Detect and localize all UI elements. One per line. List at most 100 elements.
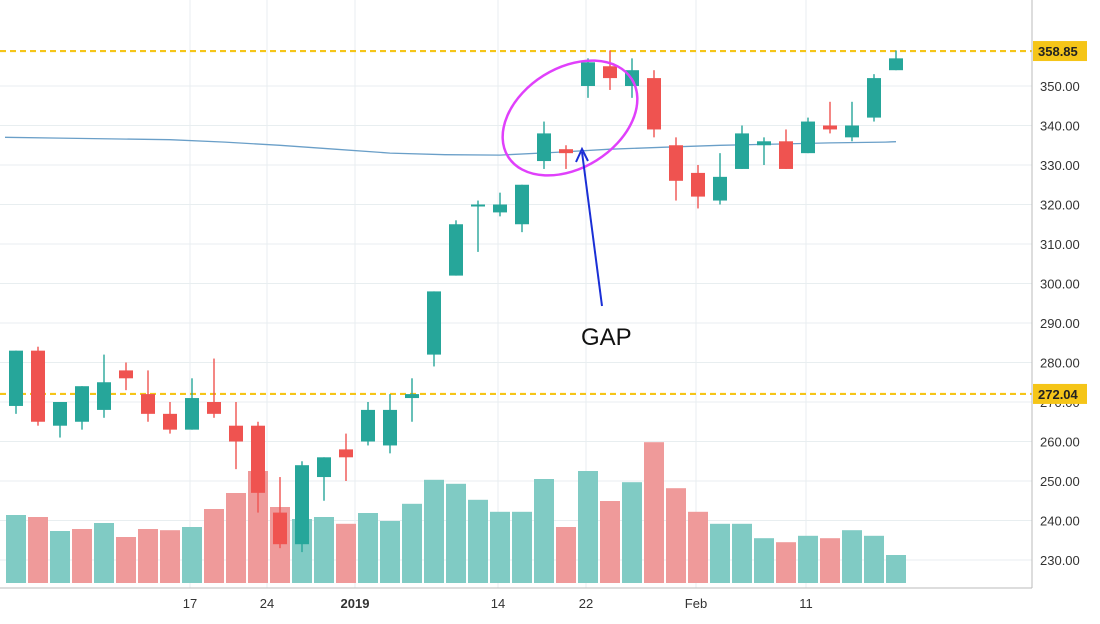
- candle: [9, 350, 23, 414]
- volume-bar: [754, 538, 774, 583]
- candle-body: [669, 145, 683, 181]
- volume-bar: [688, 511, 708, 583]
- x-tick-labels: 17 24 2019 14 22 Feb 11: [183, 596, 813, 611]
- candle-body: [251, 425, 265, 493]
- candle-body: [31, 350, 45, 422]
- candle-body: [405, 394, 419, 399]
- y-tick-label: 230.00: [1040, 553, 1080, 568]
- candle-body: [163, 413, 177, 430]
- volume-bar: [820, 538, 840, 583]
- candle-body: [295, 465, 309, 545]
- candle-body: [735, 133, 749, 169]
- candle: [867, 74, 881, 122]
- volume-bar: [94, 523, 114, 583]
- y-tick-labels: 230.00240.00250.00260.00270.00280.00290.…: [1040, 79, 1080, 568]
- candle: [757, 137, 771, 165]
- candle-body: [317, 457, 331, 478]
- candle: [559, 145, 573, 169]
- candle-body: [889, 58, 903, 71]
- gap-arrow-head: [575, 146, 589, 163]
- volume-bar: [864, 535, 884, 583]
- candle: [845, 101, 859, 142]
- candle: [449, 220, 463, 276]
- candle-body: [713, 176, 727, 201]
- volume-bar: [6, 515, 26, 583]
- candle-body: [97, 382, 111, 410]
- candle-body: [867, 78, 881, 118]
- horizontal-level-label-bg: [1033, 41, 1087, 62]
- candle-body: [119, 370, 133, 379]
- candle: [801, 117, 815, 154]
- volume-bar: [116, 537, 136, 583]
- candles: [9, 50, 903, 553]
- candle: [185, 378, 199, 430]
- y-tick-label: 330.00: [1040, 158, 1080, 173]
- y-tick-label: 340.00: [1040, 119, 1080, 134]
- y-tick-label: 300.00: [1040, 277, 1080, 292]
- candle-body: [647, 78, 661, 130]
- volume-bar: [446, 483, 466, 583]
- candle: [383, 394, 397, 454]
- candle: [53, 402, 67, 438]
- x-tick-label: 2019: [341, 596, 370, 611]
- candle: [713, 153, 727, 205]
- volume-bar: [710, 523, 730, 583]
- candle-body: [339, 449, 353, 458]
- candle-body: [823, 125, 837, 130]
- candle-body: [515, 184, 529, 225]
- y-tick-label: 280.00: [1040, 356, 1080, 371]
- y-tick-label: 250.00: [1040, 474, 1080, 489]
- volume-bar: [644, 442, 664, 583]
- x-tick-label: 22: [579, 596, 593, 611]
- gap-label: GAP: [581, 324, 632, 351]
- candle: [361, 402, 375, 446]
- volume-bar: [380, 521, 400, 583]
- y-tick-label: 310.00: [1040, 237, 1080, 252]
- candle: [581, 58, 595, 98]
- x-tick-label: 17: [183, 596, 197, 611]
- candle: [537, 121, 551, 169]
- candle-body: [207, 402, 221, 414]
- volume-bar: [314, 517, 334, 583]
- volume-bar: [732, 523, 752, 583]
- candle: [207, 358, 221, 418]
- candle-body: [801, 121, 815, 154]
- gap-arrow-line: [581, 151, 603, 307]
- y-tick-label: 260.00: [1040, 435, 1080, 450]
- volume-bar: [226, 493, 246, 583]
- candle: [229, 402, 243, 470]
- gap-annotation: GAP: [501, 59, 639, 351]
- horizontal-level-label: 272.04: [1038, 387, 1079, 402]
- horizontal-level-label: 358.85: [1038, 44, 1078, 59]
- volume-bar: [666, 488, 686, 583]
- candle: [889, 50, 903, 71]
- candle: [31, 346, 45, 426]
- candle: [823, 101, 837, 134]
- candle-body: [449, 224, 463, 276]
- volume-bar: [468, 499, 488, 583]
- candle: [251, 421, 265, 513]
- candle: [691, 165, 705, 209]
- volume-bar: [402, 503, 422, 583]
- candle: [75, 386, 89, 430]
- y-tick-label: 350.00: [1040, 79, 1080, 94]
- volume-bar: [248, 471, 268, 583]
- moving-average-line: [4, 136, 897, 156]
- volume-bar: [512, 511, 532, 583]
- candle: [735, 125, 749, 169]
- candle: [779, 129, 793, 169]
- volume-bar: [798, 535, 818, 583]
- candle: [119, 362, 133, 391]
- x-tick-label: 24: [260, 596, 274, 611]
- y-tick-label: 290.00: [1040, 316, 1080, 331]
- y-tick-label: 240.00: [1040, 514, 1080, 529]
- volume-bar: [28, 517, 48, 583]
- volume-bar: [358, 513, 378, 583]
- candle: [97, 354, 111, 418]
- candle: [163, 402, 177, 434]
- candle: [317, 457, 331, 501]
- volume-bar: [204, 509, 224, 583]
- x-tick-label: 14: [491, 596, 505, 611]
- candle-body: [493, 204, 507, 213]
- volume-bar: [424, 479, 444, 583]
